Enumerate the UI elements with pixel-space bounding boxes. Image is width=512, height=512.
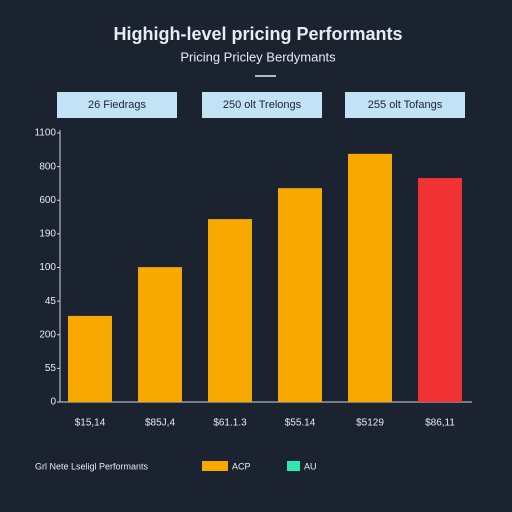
x-tick-label: $86,11	[425, 418, 455, 429]
y-tick-label: 200	[39, 329, 56, 340]
bar	[278, 188, 322, 402]
legend-title: Grl Nete Lseligl Performants	[35, 461, 149, 471]
info-box-text: 250 olt Trelongs	[223, 99, 302, 111]
chart-title: Highigh-level pricing Performants	[113, 24, 402, 44]
y-tick-label: 45	[45, 296, 57, 307]
y-tick-label: 800	[39, 161, 56, 172]
legend-label: ACP	[232, 461, 251, 471]
y-tick-label: 0	[50, 397, 56, 408]
chart-subtitle: Pricing Pricley Berdymants	[180, 49, 336, 64]
x-tick-label: $5129	[356, 418, 384, 429]
info-box	[57, 92, 177, 118]
y-tick-label: 55	[45, 363, 57, 374]
y-tick-label: 600	[39, 195, 56, 206]
y-tick-label: 190	[39, 229, 56, 240]
x-tick-label: $55.14	[285, 418, 316, 429]
y-tick-label: 1100	[34, 128, 56, 139]
bar	[138, 267, 182, 402]
bar	[348, 153, 392, 402]
info-box-text: 26 Fiedrags	[88, 99, 147, 111]
bar	[208, 219, 252, 402]
info-box	[202, 92, 322, 118]
legend-swatch	[287, 461, 300, 471]
y-tick-label: 100	[39, 262, 56, 273]
bar	[68, 315, 112, 402]
x-tick-label: $15,14	[75, 418, 106, 429]
info-box-text: 255 olt Tofangs	[368, 99, 443, 111]
x-tick-label: $61.1.3	[213, 418, 247, 429]
legend-label: AU	[304, 461, 317, 471]
bar	[418, 178, 462, 402]
legend-swatch	[202, 461, 228, 471]
x-tick-label: $85J,4	[145, 418, 175, 429]
info-box	[345, 92, 465, 118]
